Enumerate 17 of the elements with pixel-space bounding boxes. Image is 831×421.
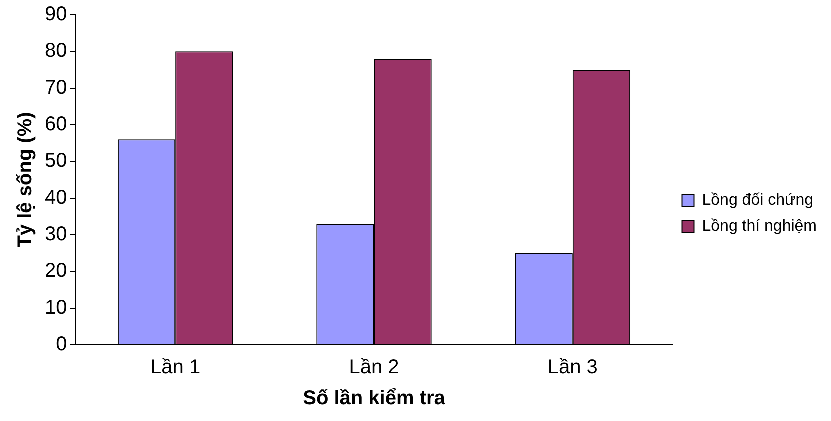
y-tick-label: 30 (44, 224, 68, 246)
x-tick-label: Lần 3 (548, 356, 598, 379)
y-tick-label: 20 (44, 260, 68, 282)
y-tick-label: 40 (44, 186, 68, 209)
y-tick-label: 80 (44, 40, 68, 62)
y-tick-label: 70 (44, 76, 68, 99)
y-tick-label: 0 (56, 334, 68, 356)
x-tick-label: Lần 2 (349, 356, 400, 379)
legend-label: Lồng đối chứng (702, 192, 814, 209)
y-tick-label: 60 (44, 114, 68, 136)
legend-label: Lồng thí nghiệm (702, 218, 817, 235)
y-tick-label: 10 (44, 296, 68, 319)
y-tick-label: 90 (44, 4, 68, 26)
x-axis-title: Số lần kiểm tra (303, 388, 446, 410)
y-tick-label: 50 (44, 150, 68, 172)
y-axis-title: Tỷ lệ sống (%) (14, 112, 37, 248)
x-tick-label: Lần 1 (150, 356, 201, 379)
